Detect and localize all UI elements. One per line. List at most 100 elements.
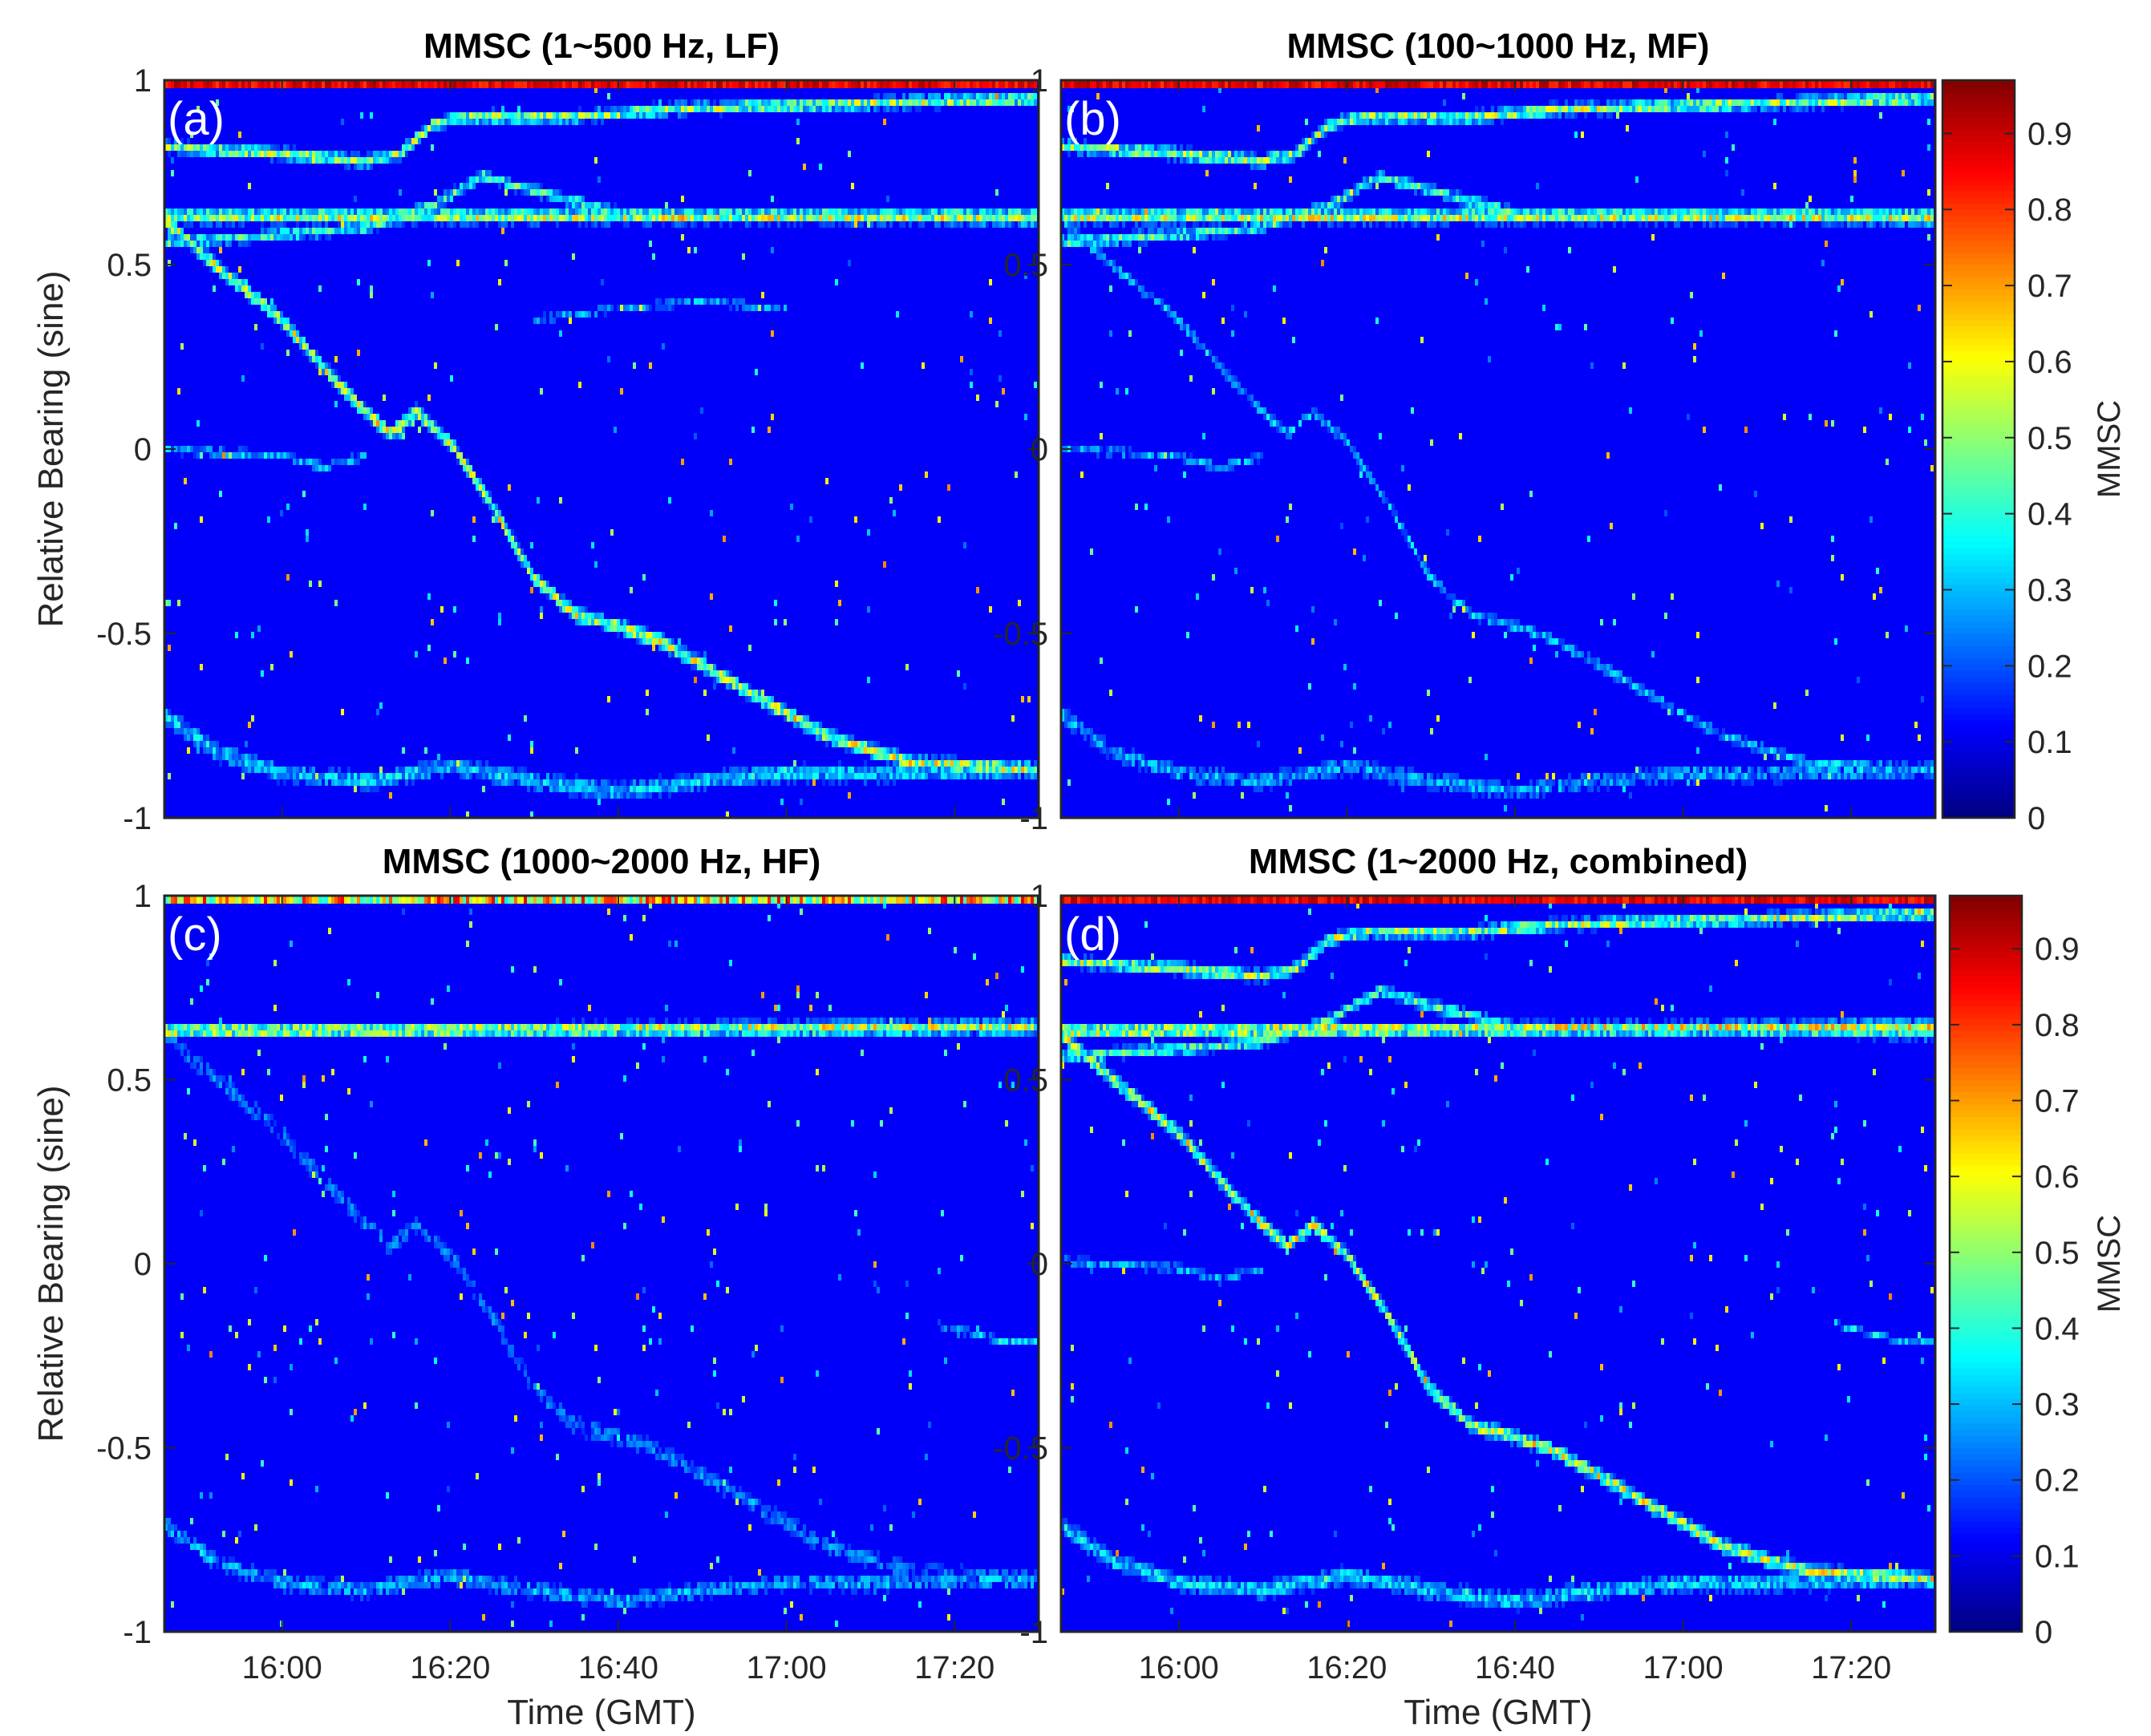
heatmap-cell — [899, 221, 902, 228]
heatmap-cell — [1244, 221, 1247, 228]
heatmap-cell — [1427, 786, 1430, 792]
heatmap-cell — [1189, 459, 1193, 465]
heatmap-cell — [559, 786, 562, 792]
heatmap-cell — [427, 593, 431, 600]
heatmap-cell — [1366, 112, 1369, 119]
heatmap-cell — [726, 670, 729, 677]
heatmap-cell — [771, 247, 774, 253]
heatmap-cell — [905, 773, 909, 779]
heatmap-cell — [277, 228, 280, 234]
heatmap-cell — [213, 253, 216, 260]
heatmap-cell — [902, 773, 905, 779]
heatmap-cell — [424, 125, 427, 132]
heatmap-cell — [1090, 734, 1093, 741]
heatmap-cell — [1077, 151, 1080, 157]
heatmap-cell — [841, 208, 845, 215]
heatmap-cell — [1180, 324, 1183, 330]
heatmap-cell — [1321, 767, 1324, 773]
heatmap-cell-top-band — [1302, 80, 1305, 88]
heatmap-cell — [267, 311, 270, 318]
heatmap-cell — [707, 670, 710, 677]
heatmap-cell — [729, 215, 732, 221]
heatmap-cells — [164, 80, 1037, 818]
heatmap-cell — [501, 119, 504, 125]
heatmap-cell — [1263, 414, 1266, 420]
heatmap-cell — [196, 734, 200, 741]
heatmap-cell — [598, 786, 601, 792]
heatmap-cell — [1372, 478, 1375, 484]
heatmap-cell — [241, 767, 245, 773]
heatmap-cell — [1119, 754, 1122, 760]
heatmap-cell — [649, 112, 652, 119]
heatmap-cell — [399, 221, 402, 228]
heatmap-cell-top-band — [735, 80, 739, 88]
heatmap-cell — [989, 279, 992, 285]
heatmap-cell — [1141, 292, 1144, 298]
heatmap-cell — [732, 208, 735, 215]
heatmap-cell — [466, 773, 469, 779]
heatmap-cell — [861, 767, 864, 773]
heatmap-cell — [604, 208, 607, 215]
heatmap-cell — [671, 298, 674, 305]
heatmap-cell — [559, 189, 562, 196]
heatmap-cell-top-band — [402, 80, 405, 88]
heatmap-cell — [777, 106, 780, 112]
heatmap-cell — [504, 215, 508, 221]
heatmap-cell — [1122, 446, 1125, 452]
heatmap-cell — [482, 208, 485, 215]
heatmap-cell — [286, 452, 290, 459]
heatmap-cell — [514, 112, 517, 119]
heatmap-cell — [1318, 208, 1321, 215]
heatmap-cell — [456, 119, 460, 125]
heatmap-cell — [626, 625, 630, 632]
heatmap-cell — [309, 459, 312, 465]
heatmap-cell — [273, 234, 277, 241]
heatmap-cell — [1151, 221, 1154, 228]
heatmap-cell — [411, 420, 415, 427]
heatmap-cell — [1209, 157, 1212, 164]
heatmap-cell — [954, 215, 957, 221]
heatmap-cell — [1144, 151, 1148, 157]
heatmap-cell — [790, 106, 793, 112]
heatmap-cell — [546, 215, 549, 221]
heatmap-cell — [755, 215, 758, 221]
heatmap-cell — [1005, 767, 1008, 773]
heatmap-cell — [203, 215, 206, 221]
heatmap-cell — [1449, 112, 1452, 119]
heatmap-cell — [376, 151, 379, 157]
heatmap-cell-top-band — [671, 80, 674, 88]
heatmap-cell — [286, 215, 290, 221]
heatmap-cell-top-band — [1116, 80, 1119, 88]
heatmap-cell — [1411, 215, 1414, 221]
heatmap-cell-top-band — [1250, 80, 1254, 88]
heatmap-cell — [190, 234, 193, 241]
heatmap-cell — [1321, 773, 1324, 779]
heatmap-cell — [524, 112, 527, 119]
heatmap-cell-top-band — [835, 80, 838, 88]
heatmap-cell — [912, 93, 915, 99]
heatmap-cell — [716, 773, 719, 779]
heatmap-cell-top-band — [216, 80, 219, 88]
heatmap-cell — [540, 581, 543, 587]
heatmap-cell — [886, 215, 889, 221]
heatmap-cell — [1077, 234, 1080, 241]
heatmap-cell — [273, 221, 277, 228]
heatmap-cell — [521, 112, 524, 119]
heatmap-cell-top-band — [1350, 80, 1353, 88]
heatmap-cell — [1064, 221, 1067, 228]
heatmap-cell — [604, 215, 607, 221]
heatmap-cell — [848, 734, 851, 741]
heatmap-cell — [318, 459, 322, 465]
heatmap-cell — [1011, 715, 1015, 722]
heatmap-cell — [521, 779, 524, 786]
heatmap-cell — [1064, 709, 1067, 715]
heatmap-cell — [617, 215, 620, 221]
heatmap-cell-top-band — [1404, 80, 1408, 88]
heatmap-cell — [1138, 241, 1141, 247]
heatmap-cell — [1218, 157, 1221, 164]
heatmap-cell — [395, 215, 399, 221]
heatmap-cell — [1250, 587, 1254, 593]
heatmap-cell — [485, 208, 488, 215]
heatmap-cell — [1008, 221, 1011, 228]
heatmap-cell — [360, 157, 363, 164]
